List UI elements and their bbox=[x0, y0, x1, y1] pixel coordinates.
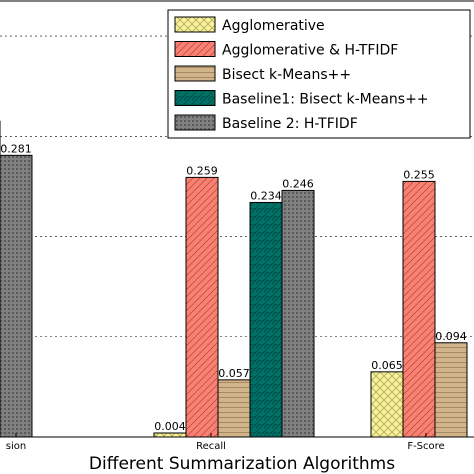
legend-entry-label: Agglomerative bbox=[222, 18, 325, 34]
bar-value-label: 0.234 bbox=[250, 189, 282, 202]
legend-swatch bbox=[174, 90, 216, 106]
legend: Agglomerative Agglomerative & H-TFIDF Bise… bbox=[167, 9, 471, 139]
bar-value-label: 0.094 bbox=[435, 330, 467, 343]
bar bbox=[370, 371, 404, 438]
legend-swatch bbox=[174, 41, 216, 57]
bar bbox=[434, 342, 468, 438]
bar-value-label: 0.004 bbox=[154, 420, 186, 433]
legend-swatch bbox=[174, 114, 216, 131]
bar bbox=[153, 432, 187, 438]
bar-value-label: 0.259 bbox=[186, 164, 218, 177]
axes bbox=[0, 0, 474, 438]
x-tick-label: sion bbox=[6, 441, 26, 452]
bars bbox=[0, 120, 468, 438]
bar-value-label: 0.281 bbox=[0, 142, 32, 155]
x-tick-label: Recall bbox=[196, 441, 226, 452]
x-tick-label: F-Score bbox=[407, 441, 444, 452]
bar-value-label: 0.057 bbox=[218, 367, 250, 380]
bar bbox=[402, 180, 436, 438]
x-tick-labels: sion Recall F-Score bbox=[6, 433, 445, 452]
value-labels: 0.0040.0650.2590.2550.2940.0570.0940.315… bbox=[0, 142, 467, 433]
legend-entry-label: Agglomerative & H-TFIDF bbox=[222, 43, 398, 59]
bar bbox=[0, 154, 33, 438]
legend-swatch bbox=[174, 16, 216, 33]
bar bbox=[249, 201, 283, 438]
legend-entry-label: Bisect k-Means++ bbox=[222, 67, 351, 83]
bar-value-label: 0.255 bbox=[403, 168, 435, 181]
legend-entry-label: Baseline 2: H-TFIDF bbox=[222, 116, 358, 132]
bar-value-label: 0.246 bbox=[282, 177, 314, 190]
bar bbox=[185, 176, 219, 438]
legend-swatch bbox=[174, 65, 216, 82]
legend-box bbox=[167, 9, 471, 139]
bar-value-label: 0.065 bbox=[371, 359, 403, 372]
bar bbox=[281, 189, 315, 438]
bar bbox=[217, 379, 251, 438]
legend-entry-label: Baseline1: Bisect k-Means++ bbox=[222, 92, 429, 108]
x-axis-label: Different Summarization Algorithms bbox=[89, 454, 395, 474]
